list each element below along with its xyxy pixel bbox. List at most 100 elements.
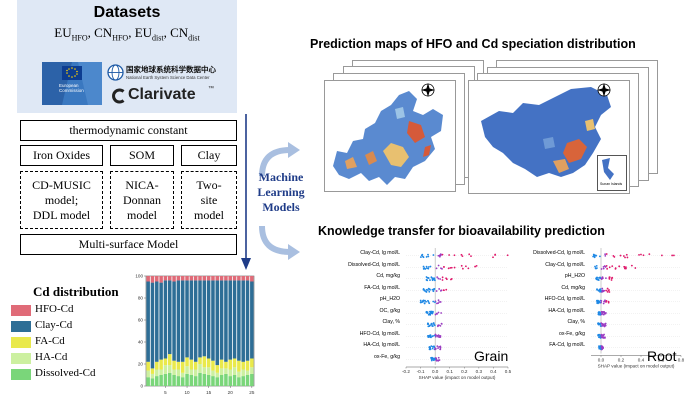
shap-point [419,256,422,258]
bar-segment [237,360,241,372]
bar-segment [211,280,215,361]
shap-point [607,300,610,303]
shap-point [425,279,428,281]
european-commission-logo: European Commission [42,62,102,105]
bar-segment [193,361,198,370]
bar-segment [180,361,185,373]
shap-point [438,301,441,303]
bar-segment [193,276,198,281]
dataset-separator: , [128,25,135,40]
bar-segment [150,282,155,369]
shap-point [607,289,610,292]
grain-shap-plot: -0.2 -0.1 0.0 0.1 0.2 0.3 0.4 0.5 SHAP value (im… [402,248,512,380]
shap-point [429,310,432,313]
two-site-line-3: model [194,207,224,222]
globe-icon [107,64,124,81]
shap-point [432,322,435,325]
y-tick-label: 20 [138,362,144,367]
x-tick-label: 5 [164,390,167,395]
shap-feature-label: HFO-Cd, lg mol/L [544,296,585,302]
cd-music-line-2: model; [44,192,79,207]
shap-point [594,265,596,268]
legend-swatch-hfo [11,305,31,316]
grain-feature-labels: Clay-Cd, lg mol/L Dissolved-Cd, lg mol/L C… [322,248,402,388]
shap-point [432,290,435,293]
shap-point [602,267,605,270]
shap-point [439,348,442,351]
bar-segment [224,368,228,374]
legend-label-clay: Clay-Cd [35,319,73,331]
shap-point [600,268,603,270]
legend-swatch-fa [11,337,31,348]
bar-segment [250,276,254,282]
clarivate-mark-icon [112,88,125,104]
bar-segment [155,281,159,362]
shap-point [419,299,422,302]
cd-music-line-3: DDL model [32,207,91,222]
north-arrow-icon [421,83,435,97]
shap-point [602,313,605,316]
shap-point [425,291,428,293]
shap-point [599,323,601,326]
shap-point [598,336,600,339]
bar-segment [193,280,198,362]
shap-point [603,333,605,336]
shap-point [613,256,616,258]
bar-segment [168,280,172,355]
root-feature-labels: Dissolved-Cd, lg mol/L Clay-Cd, lg mol/L p… [507,248,587,388]
shap-point [460,264,463,267]
shap-point [661,254,663,257]
bar-segment [189,280,194,360]
bar-segment [172,281,176,361]
shap-point [439,278,442,280]
bar-segment [245,375,250,386]
shap-point [610,279,613,281]
shap-point [435,290,438,292]
bar-segment [146,370,150,378]
shap-point [597,311,600,314]
dataset-base: CN [94,25,113,40]
bar-segment [176,280,181,362]
bar-segment [146,361,150,371]
shap-point [436,276,439,279]
shap-point [450,278,453,280]
bar-segment [176,376,181,386]
shap-point [429,348,432,351]
bar-segment [241,361,245,370]
x-tick-label: 0.2 [618,358,625,363]
shap-point [427,313,430,316]
eu-caption-2: Commission [59,88,84,93]
bar-segment [241,280,245,362]
bar-segment [155,376,159,386]
y-tick-label: 60 [138,318,144,323]
inset-map: Sunan Islands [597,155,627,191]
shap-feature-label: OC, g/kg [379,307,400,314]
shap-point [431,325,434,328]
nesdc-cn: 国家地球系统科学数据中心 [126,65,216,74]
bar-segment [202,356,207,368]
nesdc-logo: 国家地球系统科学数据中心 National Earth System Scien… [107,63,232,83]
x-tick-label: 20 [228,390,234,395]
shap-point [625,253,628,256]
shap-point [425,300,427,303]
bar-segment [232,375,237,386]
shap-point [634,267,637,269]
shap-point [618,265,621,268]
shap-point [434,333,437,336]
shap-point [435,312,438,315]
shap-feature-label: Cd, mg/kg [561,284,585,291]
shap-point [642,254,645,257]
bar-segment [159,276,163,283]
shap-point [426,267,428,270]
x-tick-label: 0.2 [461,369,468,374]
shap-point [434,279,436,282]
bar-segment [228,376,232,386]
bar-segment [163,276,168,281]
shap-point [598,346,601,349]
shap-point [630,264,633,267]
bar-segment [176,276,181,281]
shap-point [603,300,606,303]
shap-point [434,335,437,338]
bar-segment [224,373,228,386]
